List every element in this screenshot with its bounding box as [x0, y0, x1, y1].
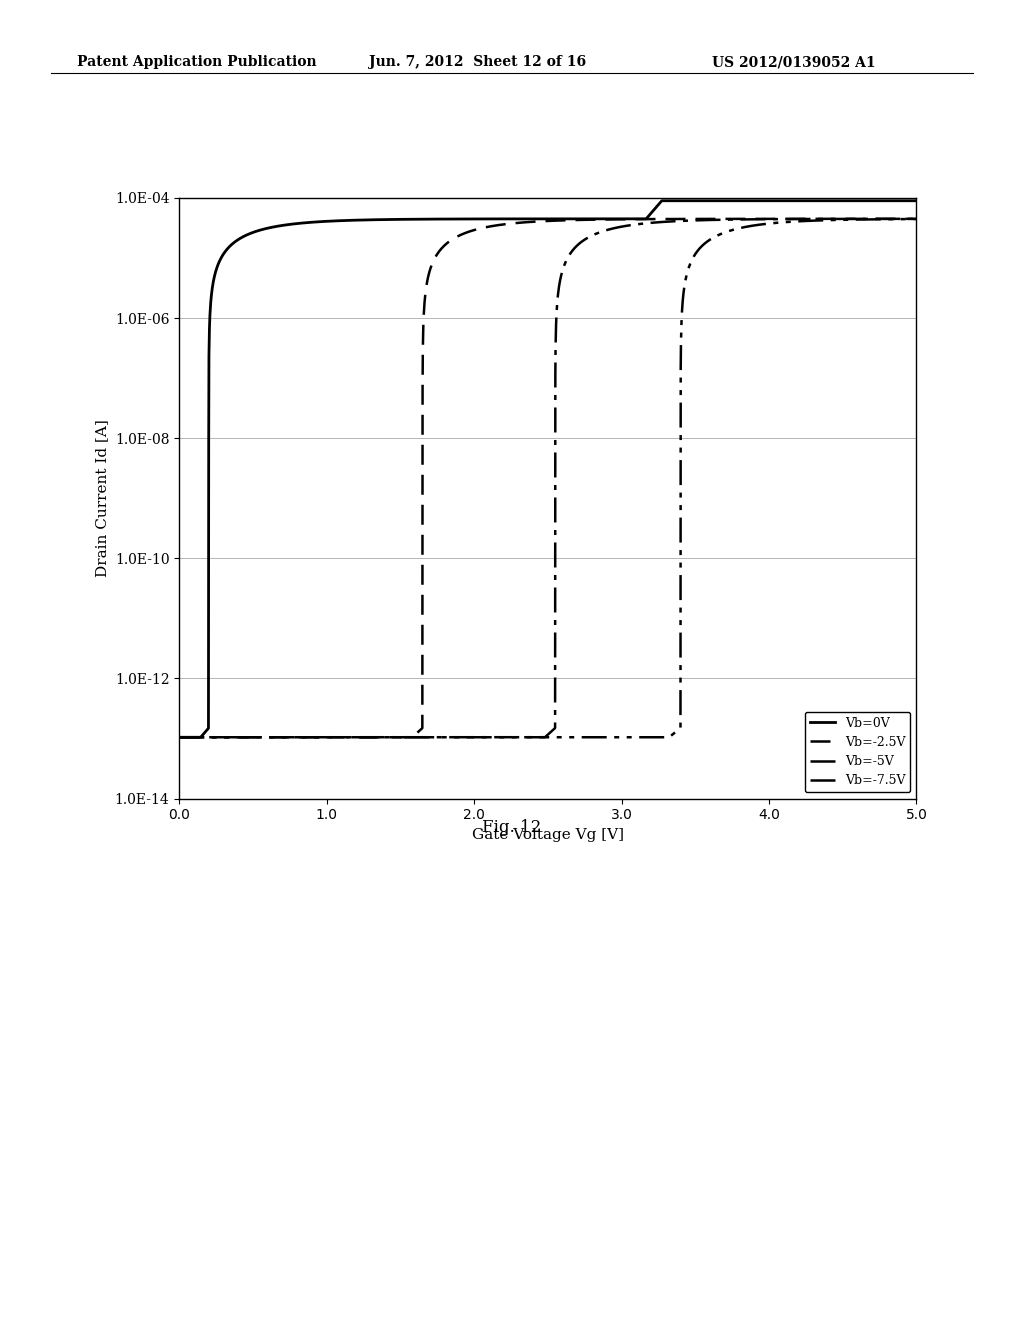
Vb=0V — [456, 211, 468, 227]
Vb=0V — [487, 211, 500, 227]
Vb=-7.5V — [487, 730, 500, 746]
Vb=-2.5V — [896, 211, 908, 227]
Text: Jun. 7, 2012  Sheet 12 of 16: Jun. 7, 2012 Sheet 12 of 16 — [369, 55, 586, 70]
Vb=0V — [910, 193, 923, 209]
Line: Vb=-5V: Vb=-5V — [179, 219, 916, 738]
Line: Vb=0V: Vb=0V — [179, 201, 916, 738]
Y-axis label: Drain Current Id [A]: Drain Current Id [A] — [95, 420, 110, 577]
Vb=-7.5V — [816, 213, 828, 228]
Line: Vb=-2.5V: Vb=-2.5V — [179, 219, 916, 738]
Vb=-5V — [257, 730, 269, 746]
Vb=-2.5V — [487, 218, 500, 234]
Text: US 2012/0139052 A1: US 2012/0139052 A1 — [712, 55, 876, 70]
Vb=0V — [655, 193, 668, 209]
Vb=-2.5V — [910, 211, 923, 227]
Vb=-2.5V — [173, 730, 185, 746]
Vb=-5V — [173, 730, 185, 746]
Vb=0V — [896, 193, 908, 209]
Vb=0V — [301, 215, 313, 231]
Vb=-7.5V — [301, 730, 313, 746]
Text: Patent Application Publication: Patent Application Publication — [77, 55, 316, 70]
Vb=-7.5V — [910, 211, 923, 227]
Vb=-5V — [301, 730, 313, 746]
X-axis label: Gate Voltage Vg [V]: Gate Voltage Vg [V] — [472, 828, 624, 842]
Vb=-7.5V — [173, 730, 185, 746]
Vb=0V — [173, 730, 185, 746]
Legend: Vb=0V, Vb=-2.5V, Vb=-5V, Vb=-7.5V: Vb=0V, Vb=-2.5V, Vb=-5V, Vb=-7.5V — [805, 711, 910, 792]
Line: Vb=-7.5V: Vb=-7.5V — [179, 219, 916, 738]
Vb=0V — [257, 222, 269, 238]
Vb=-2.5V — [257, 730, 269, 746]
Vb=0V — [817, 193, 829, 209]
Vb=-2.5V — [456, 227, 468, 243]
Vb=-5V — [487, 730, 500, 746]
Vb=-5V — [816, 211, 828, 227]
Vb=-7.5V — [257, 730, 269, 746]
Vb=-7.5V — [456, 730, 468, 746]
Text: Fig. 12: Fig. 12 — [482, 818, 542, 836]
Vb=-7.5V — [896, 211, 908, 227]
Vb=-5V — [456, 730, 468, 746]
Vb=-5V — [910, 211, 923, 227]
Vb=-2.5V — [301, 730, 313, 746]
Vb=-5V — [896, 211, 908, 227]
Vb=-2.5V — [816, 211, 828, 227]
